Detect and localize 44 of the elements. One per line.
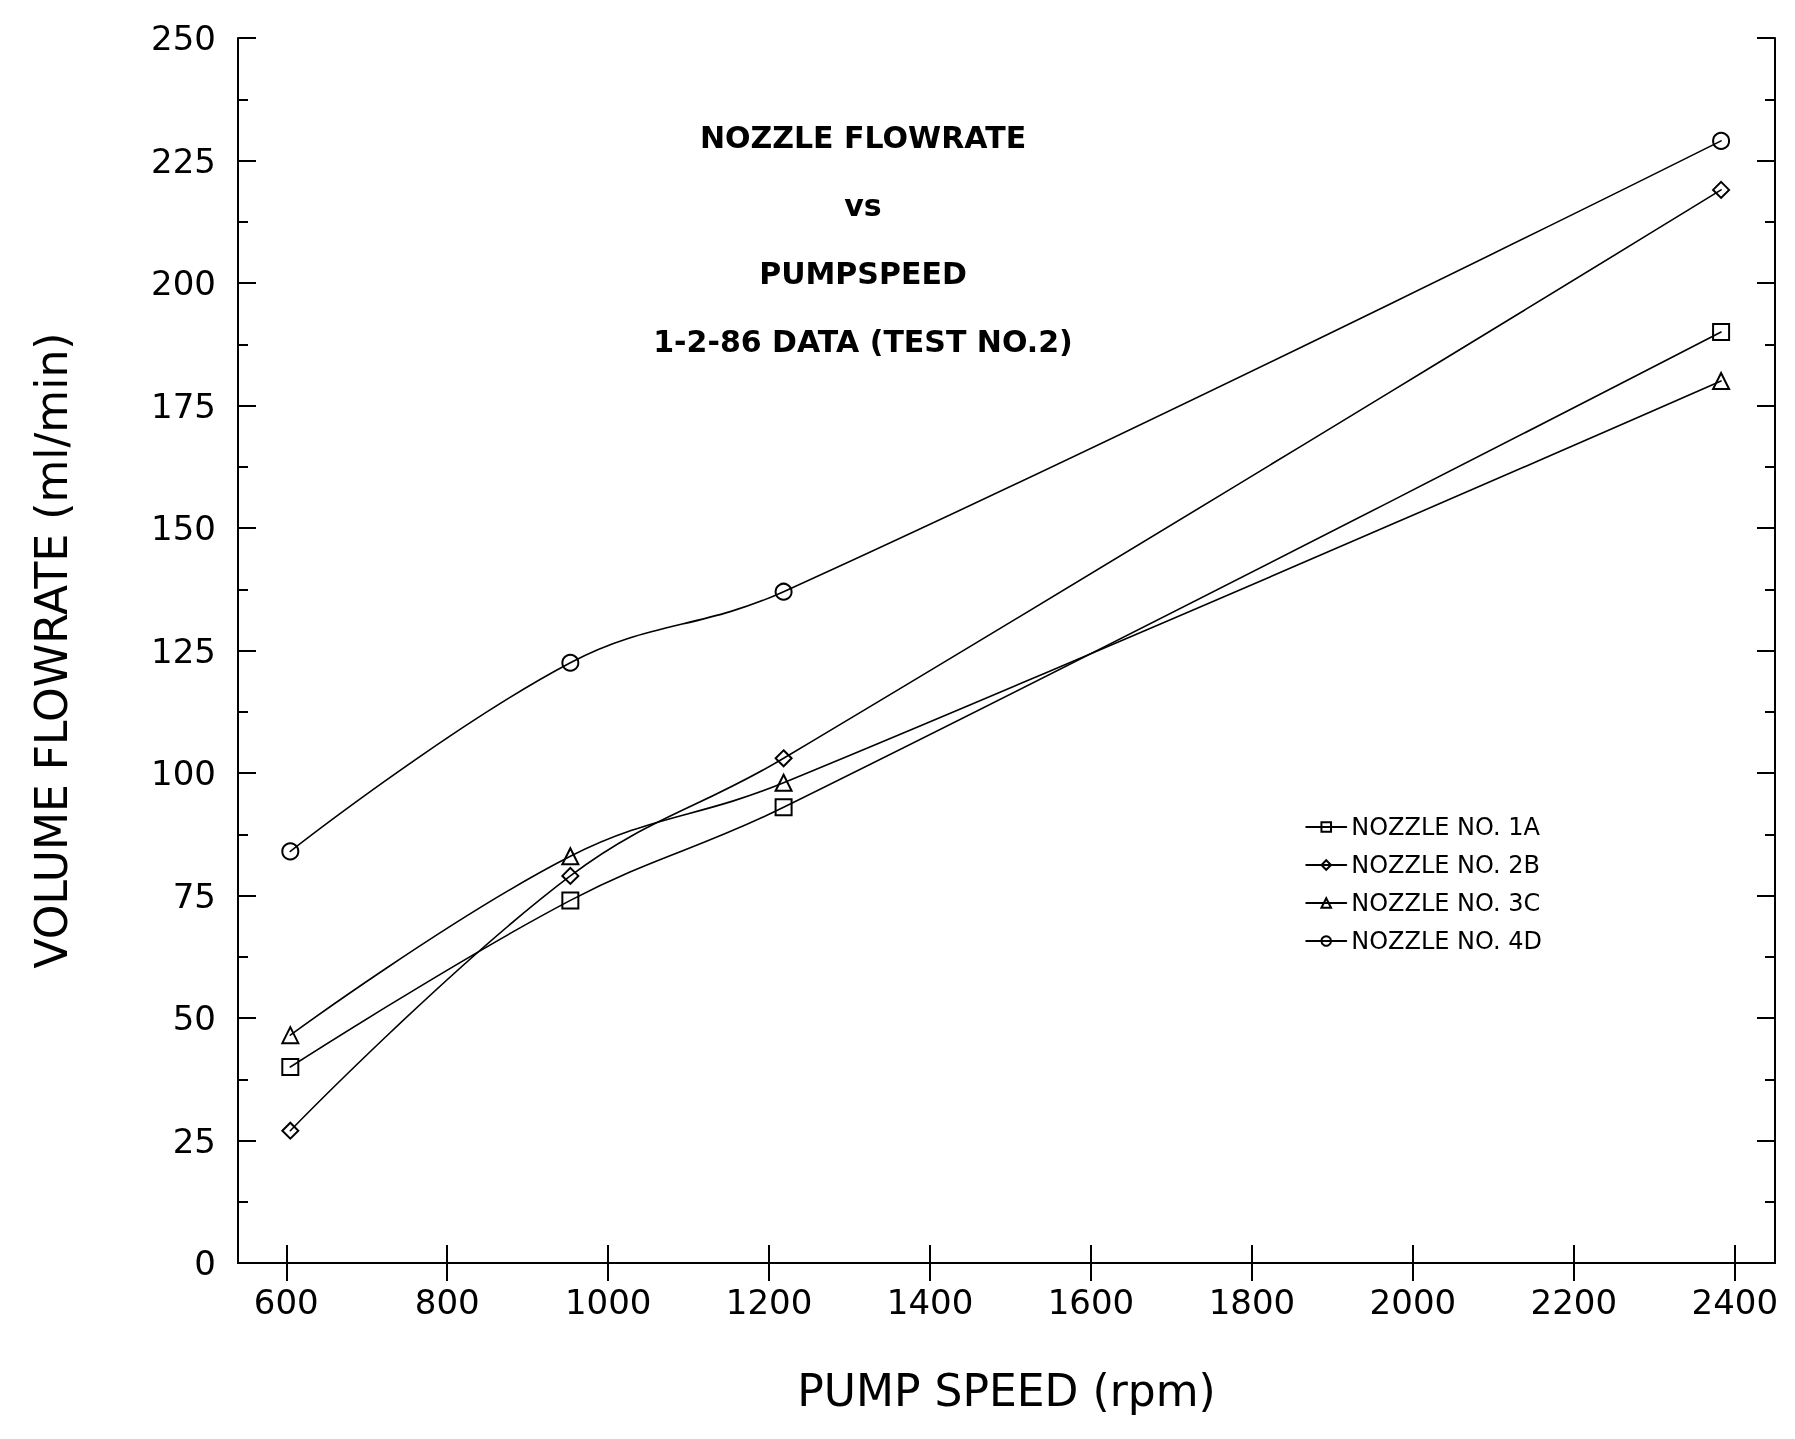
point xyxy=(1712,180,1731,199)
point xyxy=(561,891,580,910)
y-tick-label: 125 xyxy=(151,630,216,671)
legend-label: NOZZLE NO. 4D xyxy=(1351,927,1543,955)
x-tick-label: 800 xyxy=(414,1282,480,1322)
x-tick-label: 1800 xyxy=(1208,1282,1296,1322)
text: NOZZLE FLOWRATE vs PUMPSPEED 1-2-86 DATA (TEST NO.2) xyxy=(653,119,1073,359)
y-tick-label: 50 xyxy=(172,998,216,1038)
point xyxy=(561,653,580,672)
point xyxy=(774,798,793,817)
y-tick-label: 0 xyxy=(194,1243,216,1283)
point xyxy=(1712,131,1731,150)
point xyxy=(561,866,580,885)
x-tick-label: 600 xyxy=(253,1282,319,1322)
point xyxy=(1712,323,1731,341)
y-tick-label: 100 xyxy=(151,753,216,793)
y-tick-label: 150 xyxy=(151,508,216,548)
point xyxy=(281,1026,300,1045)
point xyxy=(774,749,793,768)
y-tick-label: 250 xyxy=(151,18,216,58)
x-tick-label: 1400 xyxy=(886,1282,974,1322)
point xyxy=(1712,372,1731,390)
point xyxy=(281,1121,300,1140)
y-tick-label: 25 xyxy=(172,1120,216,1161)
legend-label: NOZZLE NO. 2B xyxy=(1351,851,1540,879)
x-tick-label: 2000 xyxy=(1369,1282,1457,1322)
x-tick-label: 1600 xyxy=(1047,1282,1135,1322)
x-tick-label: 2200 xyxy=(1530,1282,1618,1322)
y-tick-label: 225 xyxy=(151,140,216,181)
point xyxy=(774,773,793,792)
y-tick-label: 200 xyxy=(151,263,216,303)
x-tick-label: 1000 xyxy=(564,1282,652,1322)
point xyxy=(561,847,580,866)
y-axis-title: VOLUME FLOWRATE (ml/min) xyxy=(25,332,77,969)
point xyxy=(774,582,793,601)
point xyxy=(281,842,300,861)
x-axis-title: PUMP SPEED (rpm) xyxy=(797,1364,1216,1416)
x-tick-label: 2400 xyxy=(1691,1282,1779,1322)
y-tick-label: 175 xyxy=(151,385,216,426)
legend-label: NOZZLE NO. 1A xyxy=(1351,813,1541,841)
y-tick-label: 75 xyxy=(172,875,216,916)
x-tick-label: 1200 xyxy=(725,1282,813,1322)
legend-label: NOZZLE NO. 3C xyxy=(1351,889,1541,917)
point xyxy=(281,1058,300,1076)
